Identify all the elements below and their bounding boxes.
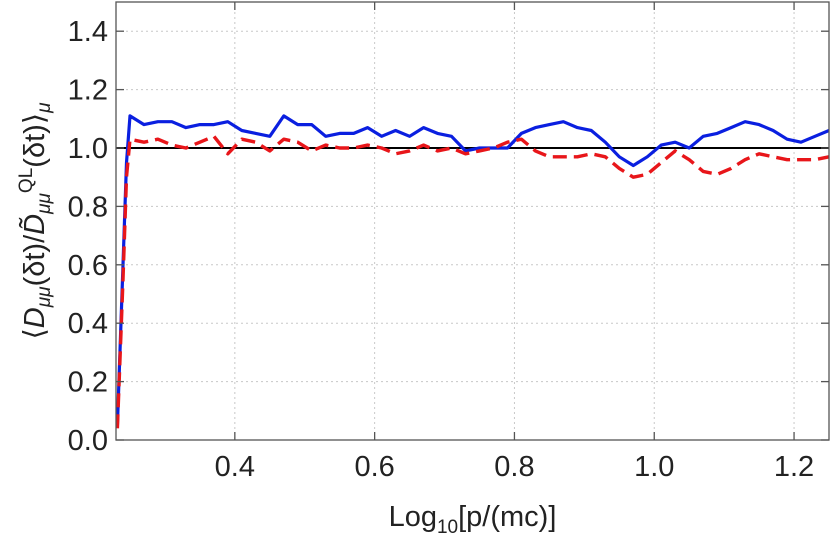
- y-tick-label-7: 1.4: [68, 16, 108, 48]
- x-axis: 0.4 0.6 0.8 1.0 1.2: [215, 2, 814, 483]
- y-tick-label-2: 0.4: [68, 308, 108, 340]
- series-line-0: [115, 114, 830, 426]
- y-tick-label-6: 1.2: [68, 75, 108, 107]
- x-tick-label-3: 1.0: [634, 451, 674, 483]
- x-axis-title: Log10[p/(mc)]: [389, 501, 557, 535]
- x-tick-label-4: 1.2: [774, 451, 814, 483]
- y-tick-label-3: 0.6: [68, 250, 108, 282]
- y-tick-label-5: 1.0: [68, 133, 108, 165]
- y-tick-label-1: 0.2: [68, 367, 108, 399]
- series-group: [115, 114, 830, 429]
- y-tick-label-4: 0.8: [68, 191, 108, 223]
- x-tick-label-2: 0.8: [494, 451, 534, 483]
- y-tick-label-0: 0.0: [68, 425, 108, 457]
- x-tick-label-1: 0.6: [354, 451, 394, 483]
- grid: [116, 2, 829, 440]
- y-axis: 0.0 0.2 0.4 0.6 0.8 1.0 1.2 1.4: [68, 16, 829, 457]
- x-tick-label-0: 0.4: [215, 451, 255, 483]
- plot-frame: [115, 1, 830, 441]
- y-axis-title: ⟨Dμμ(δt)/D̃μμQL(δt)⟩μ: [16, 102, 55, 340]
- series-line-1: [115, 134, 830, 429]
